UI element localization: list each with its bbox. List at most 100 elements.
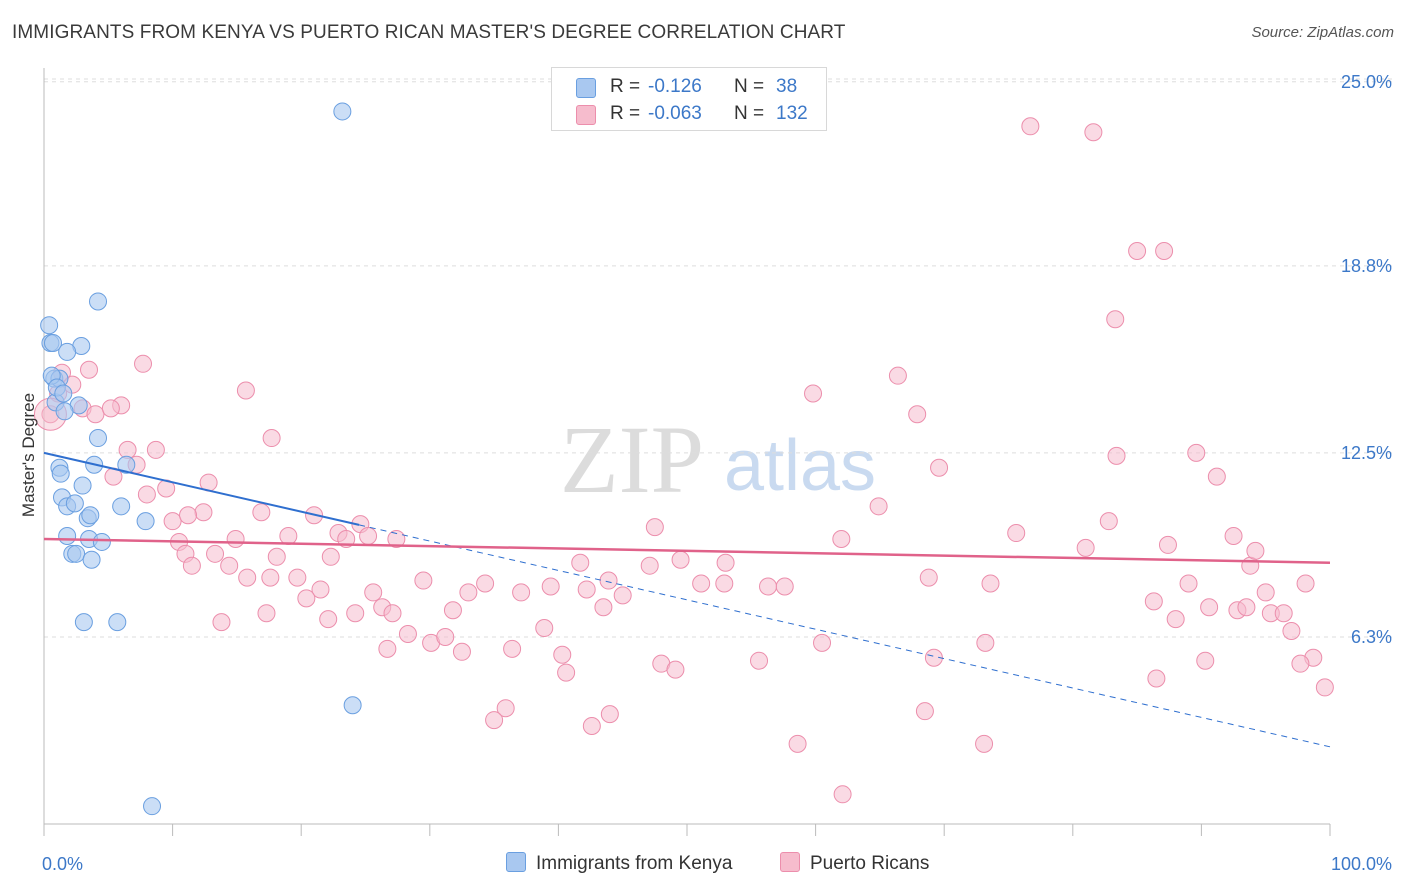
puerto-rican-point	[869, 497, 888, 516]
puerto-rican-point	[1144, 592, 1163, 611]
legend-label-kenya: Immigrants from Kenya	[536, 853, 733, 874]
source-label: Source: ZipAtlas.com	[1251, 24, 1394, 41]
puerto-rican-point	[1007, 524, 1026, 543]
legend-item-puerto-rican[interactable]: Puerto Ricans	[780, 852, 929, 875]
chart-title: IMMIGRANTS FROM KENYA VS PUERTO RICAN MA…	[12, 22, 846, 43]
kenya-point	[82, 550, 101, 569]
kenya-point	[51, 464, 70, 483]
puerto-rican-point	[436, 627, 455, 646]
legend-label-puerto-rican: Puerto Ricans	[810, 853, 930, 874]
puerto-rican-point	[236, 381, 255, 400]
puerto-rican-point	[378, 639, 397, 658]
puerto-rican-point	[919, 568, 938, 587]
puerto-rican-point	[101, 399, 120, 418]
puerto-rican-point	[1296, 574, 1315, 593]
puerto-rican-point	[750, 651, 769, 670]
kenya-points	[40, 102, 362, 816]
puerto-rican-point	[976, 633, 995, 652]
gridlines	[44, 78, 1392, 638]
kenya-point	[58, 527, 77, 546]
puerto-rican-point	[261, 568, 280, 587]
n-value: 132	[776, 103, 808, 124]
n-label: N =	[734, 103, 765, 124]
puerto-rican-point	[1196, 651, 1215, 670]
legend-row-puerto-rican: R = -0.063 N = 132	[552, 100, 826, 128]
y-tick-label: 12.5%	[1341, 443, 1392, 463]
puerto-rican-point	[1224, 527, 1243, 546]
watermark-atlas: atlas	[724, 426, 876, 506]
puerto-rican-point	[359, 527, 378, 546]
puerto-rican-point	[182, 556, 201, 575]
puerto-rican-point	[1166, 610, 1185, 629]
puerto-rican-point	[134, 354, 153, 373]
puerto-rican-point	[832, 529, 851, 548]
puerto-rican-point	[146, 440, 165, 459]
legend-item-kenya[interactable]: Immigrants from Kenya	[506, 852, 732, 875]
puerto-rican-point	[257, 604, 276, 623]
puerto-rican-point	[1179, 574, 1198, 593]
puerto-rican-point	[179, 506, 198, 525]
puerto-rican-point	[1274, 604, 1293, 623]
puerto-rican-point	[833, 785, 852, 804]
puerto-rican-points	[33, 81, 1334, 804]
n-label: N =	[734, 76, 765, 97]
puerto-rican-point	[319, 610, 338, 629]
puerto-rican-point	[459, 583, 478, 602]
kenya-point	[136, 512, 155, 531]
puerto-rican-point	[715, 574, 734, 593]
kenya-point	[44, 334, 63, 353]
x-tick-label-max: 100.0%	[1331, 854, 1392, 874]
puerto-rican-point	[1282, 622, 1301, 641]
puerto-rican-point	[1147, 669, 1166, 688]
puerto-rican-point	[163, 512, 182, 531]
puerto-rican-point	[1187, 443, 1206, 462]
r-value: -0.126	[648, 76, 702, 97]
puerto-rican-point	[594, 598, 613, 617]
puerto-rican-point	[252, 503, 271, 522]
r-label: R =	[610, 76, 641, 97]
y-axis-title: Master's Degree	[19, 393, 38, 517]
puerto-rican-point	[1315, 678, 1334, 697]
puerto-rican-point	[206, 544, 225, 563]
puerto-rican-point	[671, 550, 690, 569]
puerto-rican-point	[1106, 310, 1125, 329]
puerto-rican-swatch	[576, 105, 596, 125]
puerto-rican-point	[220, 556, 239, 575]
series-legend: Immigrants from Kenya Puerto Ricans	[0, 852, 1406, 878]
correlation-legend: R = -0.126 N = 38 R = -0.063 N = 132	[551, 67, 827, 131]
puerto-rican-point	[1084, 123, 1103, 142]
kenya-point	[92, 532, 111, 551]
puerto-rican-point	[666, 660, 685, 679]
puerto-rican-point	[212, 613, 231, 632]
puerto-rican-point	[226, 529, 245, 548]
n-value: 38	[776, 76, 798, 97]
kenya-point	[67, 544, 86, 563]
puerto-rican-point	[813, 633, 832, 652]
kenya-point	[112, 497, 131, 516]
r-value: -0.063	[648, 103, 702, 124]
puerto-rican-point	[1076, 538, 1095, 557]
puerto-rican-point	[364, 583, 383, 602]
kenya-point	[54, 384, 73, 403]
puerto-rican-point	[238, 568, 257, 587]
puerto-rican-point	[582, 717, 601, 736]
puerto-rican-point	[383, 604, 402, 623]
puerto-rican-legend-swatch	[780, 852, 800, 872]
puerto-rican-point	[267, 547, 286, 566]
kenya-point	[343, 696, 362, 715]
kenya-point	[40, 316, 59, 335]
puerto-rican-point	[346, 604, 365, 623]
puerto-rican-point	[443, 601, 462, 620]
puerto-rican-point	[557, 663, 576, 682]
kenya-point	[89, 429, 108, 448]
kenya-trend-extension	[358, 524, 1331, 748]
puerto-rican-point	[288, 568, 307, 587]
y-tick-label: 6.3%	[1351, 627, 1392, 647]
puerto-rican-point	[541, 577, 560, 596]
legend-row-kenya: R = -0.126 N = 38	[552, 73, 826, 101]
puerto-rican-point	[485, 711, 504, 730]
puerto-rican-point	[1158, 535, 1177, 554]
puerto-rican-point	[262, 429, 281, 448]
puerto-rican-point	[577, 580, 596, 599]
